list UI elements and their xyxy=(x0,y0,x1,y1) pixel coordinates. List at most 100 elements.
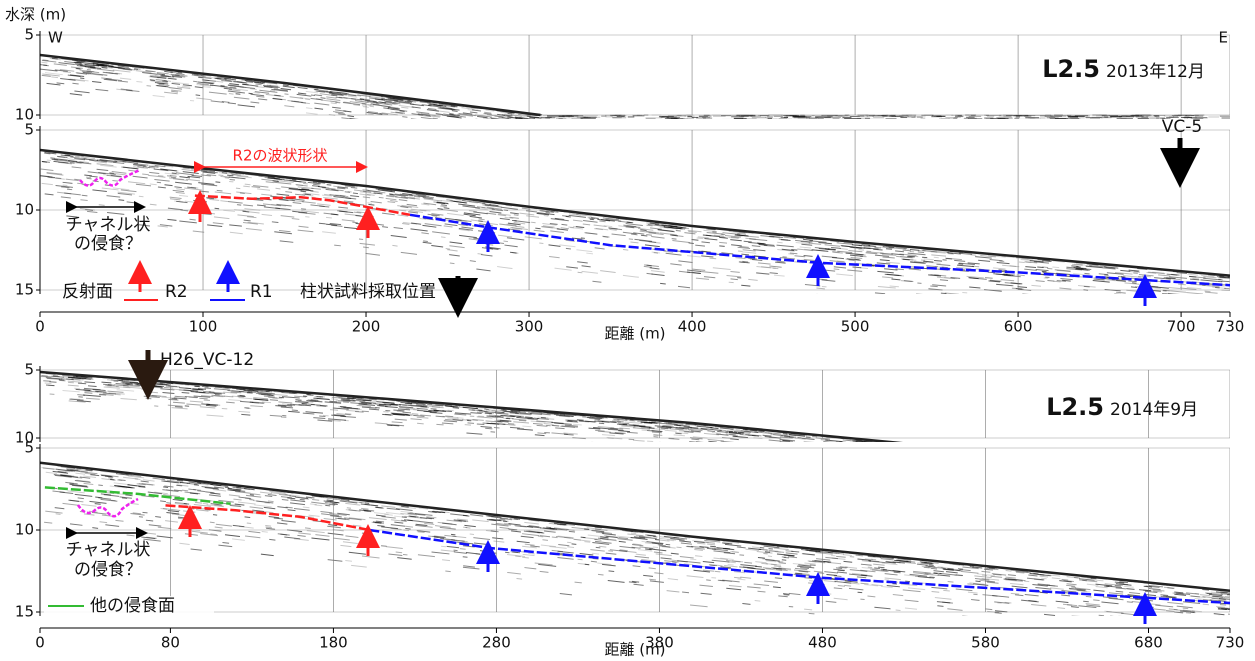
texture xyxy=(262,214,272,215)
texture xyxy=(388,202,396,203)
texture xyxy=(386,198,397,199)
texture xyxy=(222,543,229,544)
texture xyxy=(537,425,548,426)
texture xyxy=(902,448,919,450)
texture xyxy=(1123,276,1141,278)
texture xyxy=(646,235,652,236)
texture xyxy=(447,250,457,251)
texture xyxy=(1164,487,1176,490)
texture xyxy=(679,271,690,272)
texture xyxy=(1052,267,1059,268)
texture xyxy=(1095,471,1099,472)
texture xyxy=(142,73,157,75)
texture xyxy=(1160,486,1176,489)
texture xyxy=(883,257,895,258)
texture xyxy=(1163,490,1179,494)
texture xyxy=(1096,473,1100,474)
texture xyxy=(485,413,492,414)
texture xyxy=(1152,299,1169,301)
texture xyxy=(200,191,209,192)
texture xyxy=(352,222,357,223)
texture xyxy=(804,255,813,256)
texture xyxy=(564,434,574,435)
texture xyxy=(1068,468,1081,471)
texture xyxy=(402,117,407,118)
texture xyxy=(896,454,912,456)
texture xyxy=(1182,491,1191,493)
texture xyxy=(234,97,249,99)
texture xyxy=(815,445,828,446)
texture xyxy=(256,96,264,97)
texture xyxy=(519,125,534,127)
texture xyxy=(505,123,509,124)
texture xyxy=(1132,494,1145,497)
texture xyxy=(1186,613,1191,614)
texture xyxy=(652,432,662,433)
texture xyxy=(978,451,986,452)
texture xyxy=(977,469,986,470)
texture xyxy=(1119,479,1136,483)
texture xyxy=(516,127,522,128)
texture xyxy=(392,103,397,104)
texture xyxy=(242,211,259,213)
texture xyxy=(239,398,253,399)
texture xyxy=(120,78,131,79)
texture xyxy=(57,192,71,194)
texture xyxy=(326,99,340,101)
texture xyxy=(171,177,176,178)
texture xyxy=(908,253,926,255)
texture xyxy=(63,391,80,392)
texture xyxy=(740,577,751,578)
texture xyxy=(838,585,845,586)
texture xyxy=(1133,482,1138,483)
texture xyxy=(1057,306,1071,307)
texture xyxy=(192,531,208,533)
texture xyxy=(970,255,976,256)
texture xyxy=(1074,481,1085,483)
texture xyxy=(282,499,289,500)
texture xyxy=(801,244,812,245)
texture xyxy=(585,233,597,234)
texture xyxy=(107,391,123,392)
texture xyxy=(250,102,259,103)
texture xyxy=(901,454,912,455)
texture xyxy=(713,268,731,270)
texture xyxy=(84,382,95,383)
texture xyxy=(330,410,338,411)
texture xyxy=(68,377,75,378)
texture xyxy=(826,574,837,575)
texture xyxy=(428,108,436,109)
texture xyxy=(904,449,917,450)
texture xyxy=(508,130,518,131)
texture xyxy=(888,445,901,446)
texture xyxy=(985,278,993,279)
texture xyxy=(891,445,909,447)
texture xyxy=(769,440,781,441)
texture xyxy=(839,301,849,302)
texture xyxy=(850,442,866,444)
texture xyxy=(905,608,917,609)
texture xyxy=(88,386,97,387)
texture xyxy=(249,500,254,501)
texture xyxy=(756,266,770,267)
texture xyxy=(1056,467,1062,468)
texture xyxy=(1101,475,1117,478)
texture xyxy=(832,454,850,456)
texture xyxy=(265,525,271,526)
texture xyxy=(627,432,638,433)
texture xyxy=(912,456,921,457)
texture xyxy=(595,248,605,249)
texture xyxy=(726,431,733,432)
texture xyxy=(120,398,136,399)
texture xyxy=(298,230,314,232)
texture xyxy=(1180,512,1190,514)
texture xyxy=(936,457,944,458)
texture xyxy=(369,518,387,520)
texture xyxy=(534,136,551,137)
texture xyxy=(770,452,784,453)
texture xyxy=(779,443,796,445)
texture xyxy=(262,531,268,532)
texture xyxy=(182,86,190,87)
texture xyxy=(382,213,395,215)
texture xyxy=(916,469,927,470)
